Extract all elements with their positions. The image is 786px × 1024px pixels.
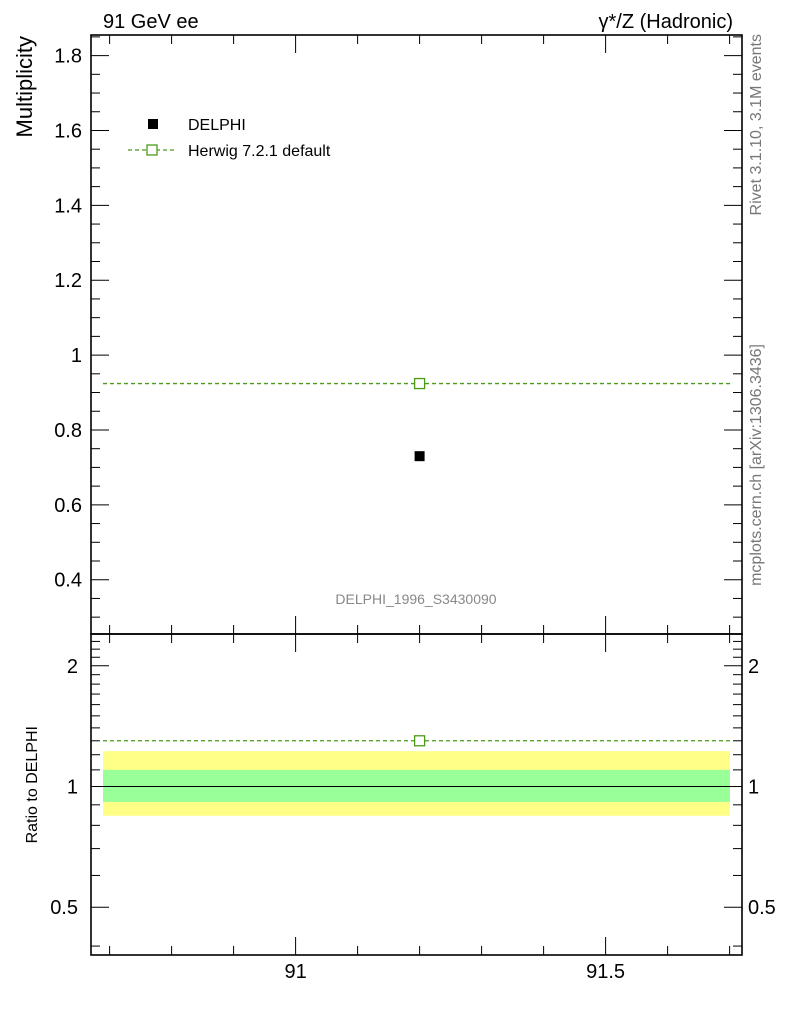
herwig-point: [413, 377, 426, 390]
x-tick-label: 91.5: [586, 961, 625, 983]
legend: DELPHI Herwig 7.2.1 default: [128, 117, 331, 160]
upper-y-tick-label: 1.8: [54, 46, 82, 68]
herwig-ratio-point: [413, 735, 426, 747]
delphi-point: [414, 451, 425, 462]
upper-y-tick-label: 1: [71, 345, 82, 367]
legend-label-delphi: DELPHI: [188, 117, 246, 134]
upper-ylabel: Multiplicity: [12, 36, 37, 137]
lower-panel: 91 91.5 0.5 0.5 1 1 2 2: [50, 633, 776, 983]
lower-ylabel: Ratio to DELPHI: [24, 726, 41, 843]
lower-y-tick-label-left: 1: [67, 776, 78, 798]
legend-marker-delphi: [148, 119, 158, 129]
legend-marker-herwig: [146, 144, 158, 156]
upper-y-tick-label: 1.2: [54, 270, 82, 292]
upper-y-tick-label: 0.4: [54, 570, 82, 592]
upper-y-tick-label: 0.8: [54, 420, 82, 442]
lower-y-tick-label-left: 2: [67, 656, 78, 678]
lower-y-tick-label-left: 0.5: [50, 897, 78, 919]
uncertainty-band-1: [103, 769, 730, 802]
lower-y-tick-label-right: 2: [748, 656, 759, 678]
header-right: γ*/Z (Hadronic): [599, 11, 733, 33]
rivet-info: Rivet 3.1.10, 3.1M events: [748, 34, 765, 215]
analysis-id: DELPHI_1996_S3430090: [335, 591, 496, 607]
lower-y-tick-label-right: 1: [748, 776, 759, 798]
upper-y-tick-label: 1.6: [54, 120, 82, 142]
lower-y-tick-label-right: 0.5: [748, 897, 776, 919]
x-tick-label: 91: [284, 961, 306, 983]
legend-label-herwig: Herwig 7.2.1 default: [188, 143, 331, 160]
upper-y-tick-label: 0.6: [54, 495, 82, 517]
lower-frame: [90, 633, 743, 956]
upper-panel: 0.4 0.6 0.8 1 1.2 1.4 1.6 1.8: [54, 34, 743, 955]
mcplots-reference: mcplots.cern.ch [arXiv:1306.3436]: [748, 344, 765, 586]
header-left: 91 GeV ee: [103, 11, 199, 33]
upper-y-tick-label: 1.4: [54, 195, 82, 217]
